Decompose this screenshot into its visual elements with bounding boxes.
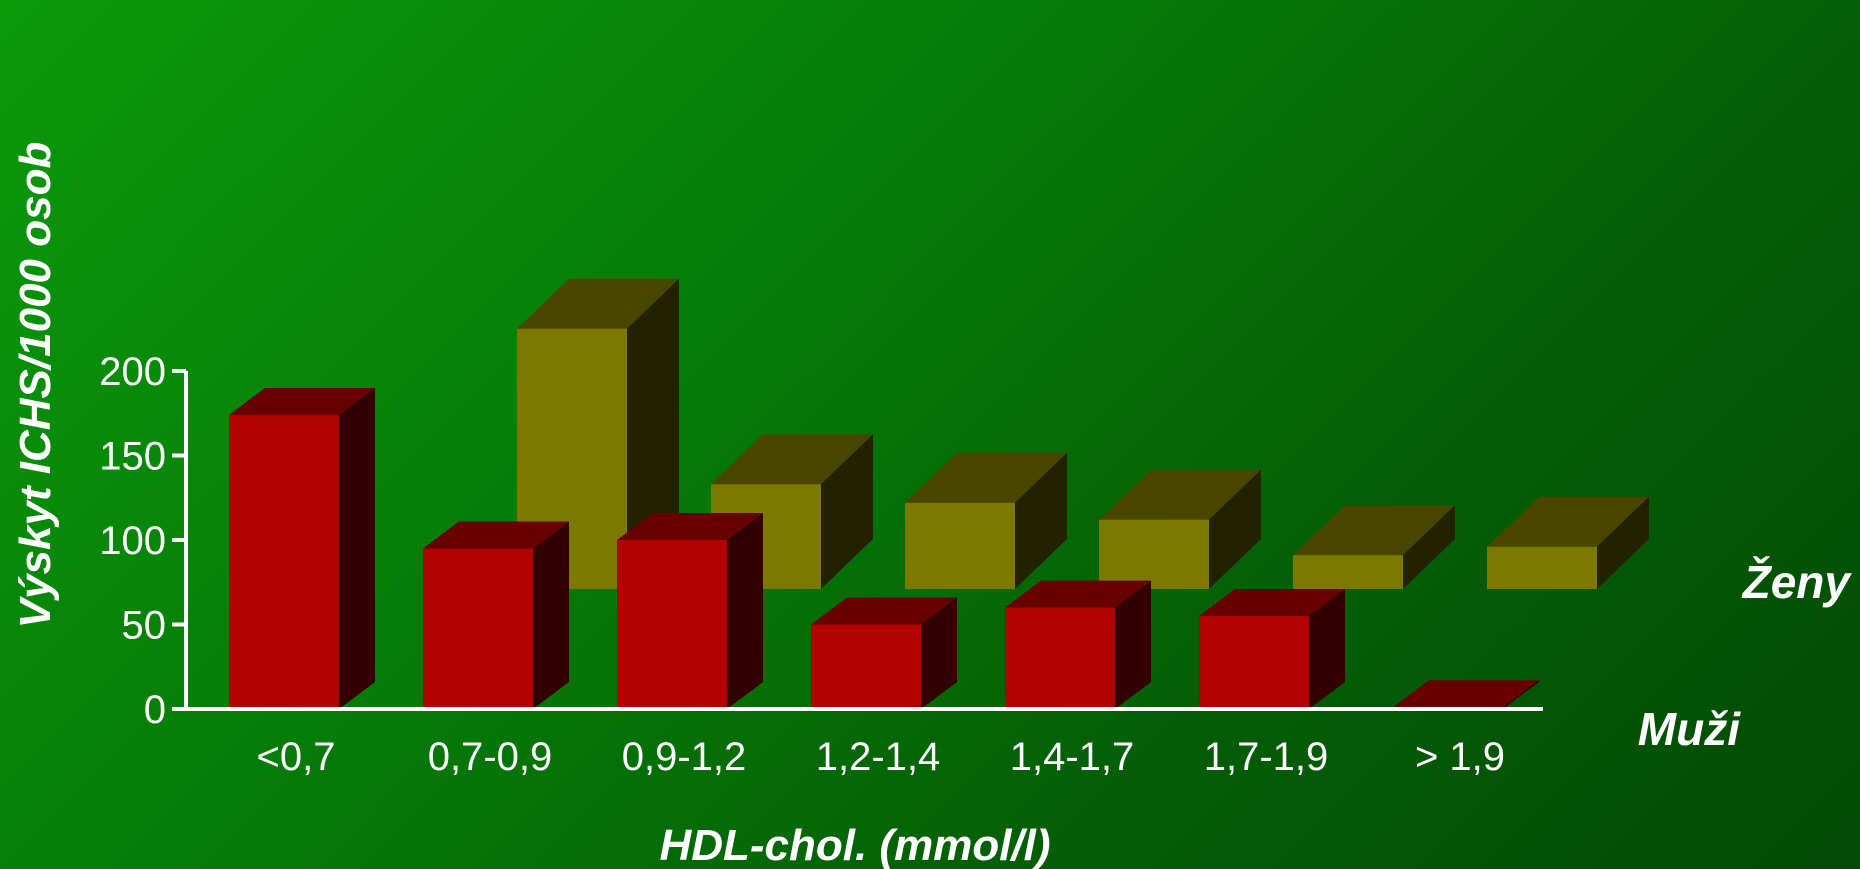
back-bar-3-top bbox=[905, 452, 1067, 503]
front-bar-1-face bbox=[423, 548, 533, 709]
front-bar-1-side bbox=[533, 521, 569, 709]
front-bar-4-face bbox=[1005, 607, 1115, 709]
front-bar-3-face bbox=[811, 624, 921, 709]
front-bar-4 bbox=[1005, 580, 1151, 709]
front-bar-3-side bbox=[921, 597, 957, 709]
back-bar-4 bbox=[1099, 469, 1261, 589]
back-bar-2-side bbox=[821, 434, 873, 589]
front-bar-0-side bbox=[339, 387, 375, 709]
front-bar-5-top bbox=[1199, 589, 1345, 617]
front-bar-2-face bbox=[617, 540, 727, 709]
back-bar-5 bbox=[1293, 505, 1455, 589]
front-bar-0 bbox=[229, 387, 375, 709]
y-tick-label-200: 200 bbox=[99, 350, 166, 394]
back-bar-5-top bbox=[1293, 505, 1455, 556]
x-tick-label-3: 1,2-1,4 bbox=[816, 735, 941, 779]
front-bar-0-face bbox=[229, 414, 339, 709]
y-tick-label-50: 50 bbox=[122, 604, 167, 648]
back-bar-6 bbox=[1487, 496, 1649, 589]
front-bar-2 bbox=[617, 513, 763, 709]
x-tick-label-2: 0,9-1,2 bbox=[622, 735, 747, 779]
x-tick-label-6: > 1,9 bbox=[1415, 735, 1505, 779]
back-bar-5-side bbox=[1403, 505, 1455, 589]
axes bbox=[172, 369, 1543, 711]
front-bar-4-side bbox=[1115, 580, 1151, 709]
y-tick-label-150: 150 bbox=[99, 435, 166, 479]
front-bar-1 bbox=[423, 521, 569, 709]
front-bar-4-top bbox=[1005, 580, 1151, 608]
x-tick-label-5: 1,7-1,9 bbox=[1204, 735, 1329, 779]
front-bar-6-top bbox=[1393, 680, 1539, 708]
back-series-bars bbox=[517, 278, 1649, 589]
series-label-zeny: Ženy bbox=[1741, 556, 1853, 608]
back-bar-3-face bbox=[905, 502, 1015, 589]
back-bar-1-side bbox=[627, 278, 679, 589]
x-tick-label-1: 0,7-0,9 bbox=[428, 735, 553, 779]
x-axis-title: HDL-chol. (mmol/l) bbox=[659, 821, 1050, 869]
y-axis-title: Výskyt ICHS/1000 osob bbox=[11, 142, 60, 629]
front-bar-6-side bbox=[1503, 680, 1539, 709]
back-bar-4-side bbox=[1209, 469, 1261, 589]
back-bar-6-face bbox=[1487, 546, 1597, 589]
back-bar-2-top bbox=[711, 434, 873, 485]
tick-labels: 0 50 100 150 200 <0,7 0,7-0,9 0,9-1,2 1,2-1,4 1,4… bbox=[99, 350, 1505, 779]
front-bar-5-side bbox=[1309, 589, 1345, 709]
front-bar-2-side bbox=[727, 513, 763, 709]
back-bar-4-top bbox=[1099, 469, 1261, 520]
front-bar-5-face bbox=[1199, 616, 1309, 709]
series-label-muzi: Muži bbox=[1638, 703, 1741, 755]
back-bar-6-top bbox=[1487, 496, 1649, 547]
x-tick-label-0: <0,7 bbox=[257, 735, 336, 779]
front-bar-5 bbox=[1199, 589, 1345, 709]
y-tick-label-0: 0 bbox=[144, 688, 166, 732]
y-tick-label-100: 100 bbox=[99, 519, 166, 563]
back-bar-1-top bbox=[517, 278, 679, 329]
front-bar-3 bbox=[811, 597, 957, 709]
back-bar-5-face bbox=[1293, 555, 1403, 589]
front-bar-6 bbox=[1393, 680, 1539, 709]
back-bar-4-face bbox=[1099, 519, 1209, 589]
front-bar-3-top bbox=[811, 597, 957, 625]
back-bar-3 bbox=[905, 452, 1067, 589]
back-bar-3-side bbox=[1015, 452, 1067, 589]
front-bar-0-top bbox=[229, 387, 375, 415]
front-series-bars bbox=[229, 387, 1539, 709]
front-bar-2-top bbox=[617, 513, 763, 540]
front-bar-1-top bbox=[423, 521, 569, 549]
x-tick-label-4: 1,4-1,7 bbox=[1010, 735, 1135, 779]
back-bar-6-side bbox=[1597, 496, 1649, 589]
